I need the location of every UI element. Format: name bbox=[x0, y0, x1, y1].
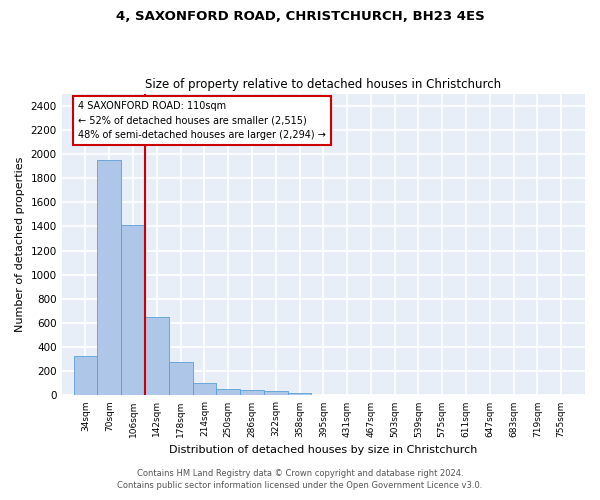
Text: 4 SAXONFORD ROAD: 110sqm
← 52% of detached houses are smaller (2,515)
48% of sem: 4 SAXONFORD ROAD: 110sqm ← 52% of detach… bbox=[79, 101, 326, 140]
Y-axis label: Number of detached properties: Number of detached properties bbox=[15, 157, 25, 332]
Bar bbox=[287, 393, 311, 396]
Bar bbox=[74, 356, 97, 396]
Bar bbox=[240, 390, 264, 396]
Text: 4, SAXONFORD ROAD, CHRISTCHURCH, BH23 4ES: 4, SAXONFORD ROAD, CHRISTCHURCH, BH23 4E… bbox=[116, 10, 484, 23]
X-axis label: Distribution of detached houses by size in Christchurch: Distribution of detached houses by size … bbox=[169, 445, 478, 455]
Bar bbox=[97, 160, 121, 396]
Bar bbox=[121, 225, 145, 396]
Bar bbox=[145, 317, 169, 396]
Title: Size of property relative to detached houses in Christchurch: Size of property relative to detached ho… bbox=[145, 78, 502, 91]
Bar bbox=[193, 383, 216, 396]
Text: Contains HM Land Registry data © Crown copyright and database right 2024.
Contai: Contains HM Land Registry data © Crown c… bbox=[118, 468, 482, 490]
Bar bbox=[169, 362, 193, 396]
Bar bbox=[264, 391, 287, 396]
Bar bbox=[216, 390, 240, 396]
